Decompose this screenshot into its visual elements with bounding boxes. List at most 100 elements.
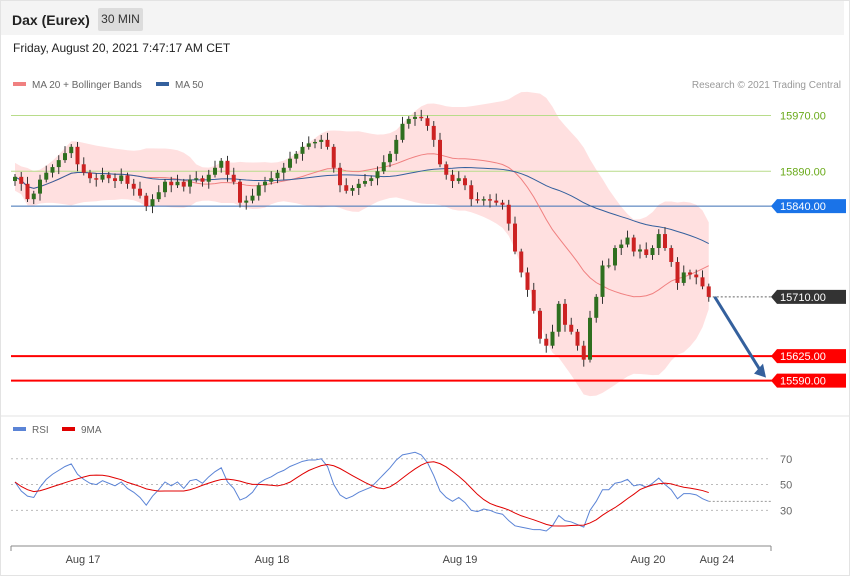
candle-body [300, 146, 305, 154]
candle-body [500, 202, 505, 205]
instrument-title: Dax (Eurex) [12, 12, 90, 28]
candle-body [81, 164, 86, 173]
candle-body [88, 172, 92, 179]
candle-body [463, 178, 467, 186]
candle-body [581, 345, 586, 360]
projection-arrow-head [754, 363, 766, 378]
candle-body [256, 185, 261, 196]
candle-body [688, 272, 692, 275]
candle-body [225, 160, 230, 175]
candle-body [131, 183, 136, 189]
candle-body [94, 178, 99, 180]
candle-body [156, 192, 161, 200]
candle-body [456, 178, 461, 182]
candle-body [13, 176, 17, 182]
candle-body [475, 199, 480, 201]
legend-9ma-swatch [62, 427, 75, 432]
candle-body [506, 204, 511, 224]
legend-9ma-label: 9MA [81, 425, 102, 436]
candle-body [494, 200, 499, 203]
candle-body [669, 248, 674, 262]
candle-body [575, 331, 580, 346]
candle-body [431, 125, 436, 140]
candle-body [306, 143, 311, 147]
candle-body [700, 277, 705, 287]
candle-body [213, 167, 217, 175]
candle-body [25, 183, 30, 200]
candle-body [363, 181, 367, 184]
candle-body [44, 172, 49, 180]
candle-body [106, 174, 111, 179]
bollinger-band [15, 91, 709, 397]
legend-ma20: MA 20 + Bollinger Bands [13, 80, 142, 91]
candle-body [525, 272, 530, 290]
legend-ma50: MA 50 [156, 80, 203, 91]
candle-body [144, 195, 149, 207]
candle-body [169, 181, 174, 186]
candle-body [369, 178, 374, 182]
legend-ma50-label: MA 50 [175, 80, 204, 91]
candle-body [438, 139, 442, 165]
candle-body [275, 172, 280, 179]
candle-body [119, 175, 124, 182]
candle-body [594, 296, 599, 318]
candle-body [31, 193, 36, 200]
candle-body [619, 244, 624, 249]
candle-body [644, 249, 649, 255]
candle-body [413, 116, 417, 119]
rsi-level-label-50: 50 [780, 480, 792, 492]
rsi-level-label-70: 70 [780, 454, 792, 466]
candle-body [181, 181, 186, 187]
candle-body [563, 303, 567, 325]
candle-body [631, 237, 636, 252]
candle-body [600, 265, 605, 297]
legend-ma20-swatch [13, 82, 26, 87]
legend-rsi: RSI [13, 425, 49, 436]
x-tick-label: Aug 17 [66, 554, 101, 566]
candle-body [675, 261, 680, 283]
x-tick-label: Aug 24 [700, 554, 735, 566]
candle-body [544, 338, 549, 346]
candle-body [519, 251, 524, 273]
rsi-level-label-30: 30 [780, 505, 792, 517]
candle-body [250, 195, 255, 201]
candle-body [588, 317, 592, 360]
candle-body [269, 178, 274, 182]
candle-body [175, 181, 180, 186]
candle-body [531, 289, 536, 311]
candle-body [288, 158, 292, 168]
candle-body [550, 331, 555, 346]
candle-body [325, 139, 330, 147]
level-label-15970.00: 15970.00 [780, 110, 826, 122]
level-label-15890.00: 15890.00 [780, 166, 826, 178]
candle-body [319, 139, 324, 142]
candle-body [231, 174, 236, 182]
candle-body [113, 178, 117, 182]
candle-body [63, 153, 67, 161]
candle-body [556, 303, 561, 332]
level-tag-text-15840.00: 15840.00 [780, 201, 826, 213]
candle-body [313, 141, 317, 144]
level-tag-text-15710.00: 15710.00 [780, 292, 826, 304]
rsi-line [14, 451, 709, 532]
candle-body [469, 185, 474, 200]
candle-body [663, 234, 667, 249]
candle-body [650, 248, 655, 255]
candle-body [538, 310, 542, 339]
level-tag-text-15590.00: 15590.00 [780, 376, 826, 388]
projection-arrow-shaft [713, 296, 763, 373]
legend-9ma: 9MA [62, 425, 102, 436]
candle-body [344, 185, 349, 191]
level-tag-15710.00 [771, 289, 846, 304]
candle-body [350, 188, 355, 191]
candle-body [406, 118, 411, 124]
timeframe-badge[interactable]: 30 MIN [98, 8, 143, 31]
credit-text: Research © 2021 Trading Central [691, 80, 841, 91]
candle-body [138, 188, 142, 196]
candle-body [388, 153, 392, 163]
candle-body [219, 160, 224, 168]
candle-body [100, 174, 105, 180]
candle-body [569, 324, 574, 332]
timestamp: Friday, August 20, 2021 7:47:17 AM CET [13, 41, 231, 55]
